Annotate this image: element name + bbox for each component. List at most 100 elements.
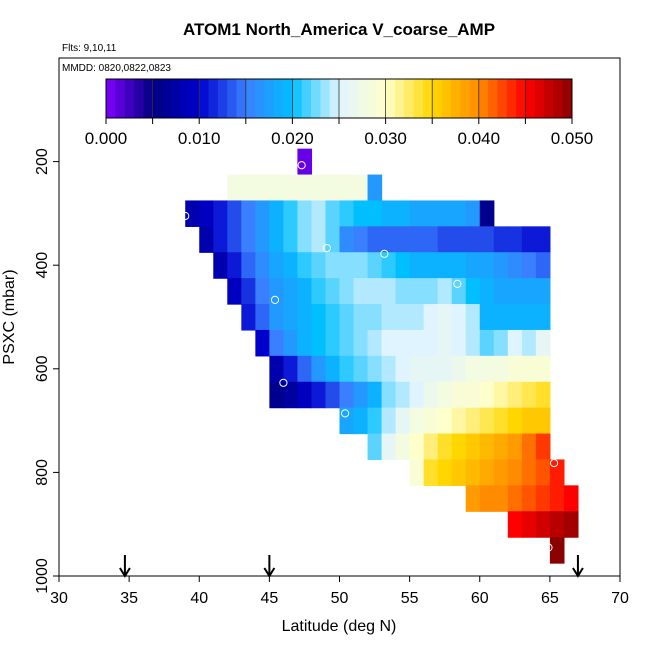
heatmap-cell	[283, 226, 299, 253]
heatmap-cell	[381, 252, 397, 279]
heatmap-cell	[185, 200, 200, 227]
colorbar-swatch	[106, 79, 116, 118]
heatmap-cell	[297, 355, 313, 383]
colorbar-swatch	[320, 79, 331, 118]
colorbar-swatch	[404, 79, 415, 118]
colorbar-swatch	[469, 79, 480, 118]
heatmap-cell	[535, 304, 551, 331]
heatmap-cell	[507, 355, 523, 383]
heatmap-cell	[395, 226, 411, 253]
heatmap-cell	[437, 252, 453, 279]
heatmap-cell	[311, 381, 327, 409]
sample-marker	[544, 543, 553, 552]
heatmap-cell	[521, 278, 537, 305]
heatmap-cell	[521, 304, 537, 331]
heatmap-cell	[269, 381, 284, 409]
heatmap-cell	[549, 511, 565, 538]
colorbar-swatch	[422, 79, 433, 118]
heatmap-cell	[269, 355, 284, 383]
heatmap-cell	[409, 304, 425, 331]
colorbar-swatch	[441, 79, 452, 118]
heatmap-cell	[255, 329, 270, 357]
sample-marker	[297, 161, 306, 170]
heatmap-cell	[479, 459, 495, 486]
heatmap-cell	[255, 174, 270, 202]
colorbar-swatch	[245, 79, 256, 118]
heatmap-cell	[549, 459, 565, 486]
heatmap-cell	[199, 200, 214, 227]
heatmap-cell	[451, 459, 467, 486]
x-tick-label: 70	[611, 590, 629, 607]
heatmap-cell	[507, 304, 523, 331]
heatmap-cell	[451, 252, 467, 279]
heatmap-cell	[535, 459, 551, 486]
heatmap-cell	[479, 407, 495, 435]
heatmap-cell	[395, 200, 411, 227]
plot-frame	[58, 57, 621, 577]
chart-title: ATOM1 North_America V_coarse_AMP	[183, 20, 495, 39]
x-axis-label: Latitude (deg N)	[282, 618, 397, 635]
heatmap-cell	[339, 226, 355, 253]
heatmap-cell	[339, 252, 355, 279]
heatmap-cell	[339, 407, 355, 435]
flights-label: Flts: 9,10,11	[62, 43, 117, 54]
heatmap-cell	[409, 407, 425, 435]
heatmap-cell	[465, 381, 481, 409]
heatmap-cell	[325, 226, 341, 253]
colorbar-swatch	[161, 79, 172, 118]
heatmap-cell	[241, 226, 256, 253]
heatmap-cell	[283, 278, 299, 305]
sample-marker	[549, 458, 559, 468]
heatmap-cell	[451, 226, 467, 253]
heatmap-cell	[493, 278, 509, 305]
colorbar-swatch	[273, 79, 284, 118]
colorbar-swatch	[189, 79, 200, 118]
heatmap-cell	[353, 304, 369, 331]
heatmap-cell	[297, 226, 313, 253]
colorbar-swatch	[488, 79, 498, 118]
heatmap-cell	[437, 278, 453, 305]
heatmap-cell	[283, 200, 299, 227]
colorbar-swatch	[133, 79, 144, 118]
heatmap-cell	[311, 278, 327, 305]
heatmap-cell	[269, 252, 284, 279]
y-tick-label: 400	[34, 252, 51, 279]
heatmap-cell	[353, 174, 369, 202]
heatmap-cell	[451, 355, 467, 383]
sample-marker	[279, 378, 288, 387]
colorbar-tick-label: 0.010	[178, 129, 221, 148]
heatmap-cell	[353, 200, 369, 227]
heatmap-cell	[269, 278, 284, 305]
heatmap-cell	[255, 200, 270, 227]
heatmap-cell	[409, 433, 425, 461]
colorbar-swatch	[497, 79, 508, 118]
heatmap-cell	[549, 485, 565, 512]
heatmap-cell	[479, 200, 495, 227]
axes: 30 35 40 45 50 55 60 65 70 200 400 600 800 1000	[34, 148, 629, 607]
heatmap-cell	[367, 278, 383, 305]
colorbar-swatch	[357, 79, 368, 118]
heatmap-cell	[423, 355, 439, 383]
heatmap-cell	[521, 226, 537, 253]
heatmap-cell	[507, 511, 523, 538]
colorbar-swatch	[348, 79, 359, 118]
heatmap-cell	[437, 407, 453, 435]
heatmap-cell	[507, 252, 523, 279]
heatmap-cell	[325, 304, 341, 331]
heatmap-cell	[563, 511, 579, 538]
heatmap-cell	[339, 355, 355, 383]
heatmap-cell	[353, 381, 369, 409]
chart-title-group: ATOM1 North_America V_coarse_AMP	[183, 20, 495, 39]
heatmap-cell	[395, 355, 411, 383]
sample-marker	[380, 249, 389, 258]
colorbar-tick-label: 0.050	[551, 129, 594, 148]
heatmap-cell	[409, 459, 425, 486]
heatmap-cell	[227, 278, 242, 305]
colorbar-swatch	[366, 79, 377, 118]
heatmap-cell	[353, 278, 369, 305]
colorbar-swatch	[450, 79, 461, 118]
heatmap-cell	[465, 278, 481, 305]
heatmap-cell	[311, 226, 327, 253]
heatmap-cell	[381, 355, 397, 383]
heatmap-cell	[465, 329, 481, 357]
